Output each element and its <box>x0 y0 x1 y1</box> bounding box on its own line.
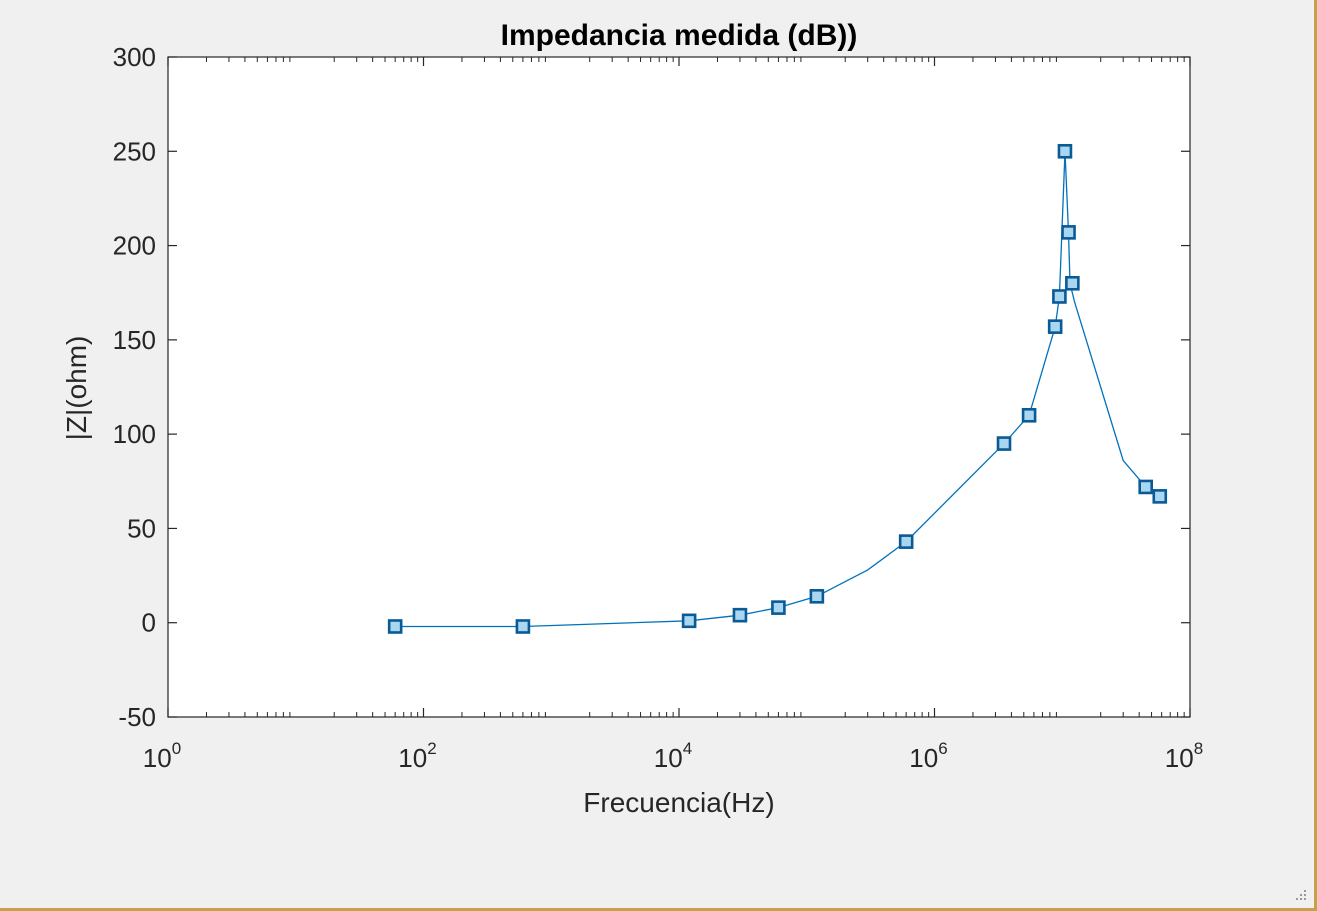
x-tick-exponent: 6 <box>938 739 947 758</box>
x-tick-exponent: 8 <box>1194 739 1203 758</box>
chart-title: Impedancia medida (dB)) <box>501 19 858 52</box>
y-tick-label: 50 <box>127 513 156 543</box>
data-point-marker <box>809 589 825 604</box>
x-tick-base: 10 <box>398 743 427 773</box>
x-tick-exponent: 0 <box>172 739 181 758</box>
y-tick-label: 300 <box>113 42 156 72</box>
data-point-marker <box>1021 407 1037 423</box>
y-tick-label: 200 <box>113 231 156 261</box>
x-tick-label: 100 <box>143 739 181 773</box>
data-point-marker <box>1138 479 1153 495</box>
x-tick-label: 108 <box>1165 739 1203 773</box>
data-point-marker <box>996 436 1012 451</box>
data-point-marker <box>387 619 403 634</box>
y-tick-label: 100 <box>113 419 156 449</box>
y-tick-label: 250 <box>113 136 156 166</box>
data-point-marker <box>515 619 531 634</box>
data-point-marker <box>898 534 914 549</box>
y-tick-label: 0 <box>142 608 156 638</box>
y-tick-label: -50 <box>118 702 156 732</box>
x-tick-label: 104 <box>654 739 692 773</box>
x-tick-label: 106 <box>909 739 947 773</box>
data-point-marker <box>1152 489 1168 504</box>
data-point-marker <box>771 600 786 615</box>
x-axis-label: Frecuencia(Hz) <box>583 787 774 818</box>
data-point-marker <box>1057 143 1073 159</box>
resize-grip-icon[interactable] <box>1292 886 1308 902</box>
x-tick-exponent: 4 <box>683 739 692 758</box>
x-tick-base: 10 <box>909 743 938 773</box>
data-point-marker <box>681 613 697 629</box>
data-point-marker <box>1052 289 1067 304</box>
x-tick-base: 10 <box>654 743 683 773</box>
data-point-marker <box>1047 319 1063 334</box>
x-tick-base: 10 <box>143 743 172 773</box>
plot-area <box>168 57 1190 717</box>
y-tick-label: 150 <box>113 325 156 355</box>
x-tick-base: 10 <box>1165 743 1194 773</box>
data-point-marker <box>1065 275 1080 291</box>
y-axis-label: |Z|(ohm) <box>61 336 92 441</box>
data-point-marker <box>732 607 748 623</box>
data-point-marker <box>1061 225 1076 240</box>
x-tick-label: 102 <box>398 739 436 773</box>
x-tick-exponent: 2 <box>427 739 436 758</box>
